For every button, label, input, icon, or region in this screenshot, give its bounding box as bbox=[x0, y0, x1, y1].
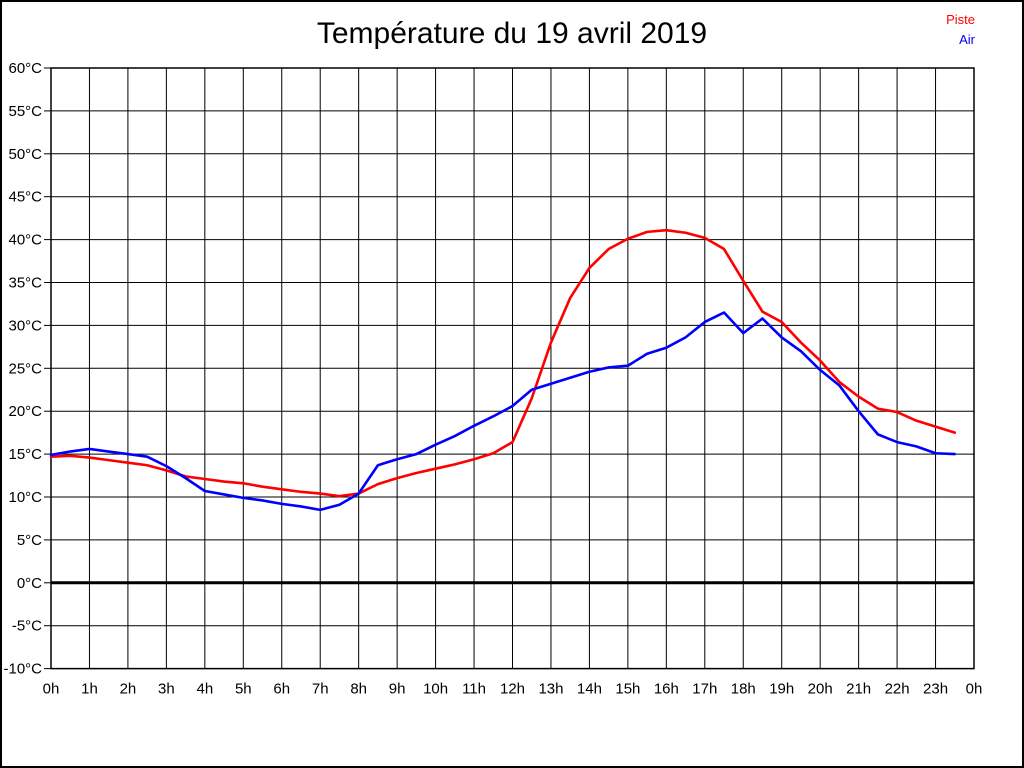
x-axis-label: 10h bbox=[423, 681, 448, 698]
x-axis-label: 4h bbox=[196, 681, 213, 698]
x-axis-label: 2h bbox=[120, 681, 137, 698]
x-axis-label: 23h bbox=[923, 681, 948, 698]
y-axis-label: 20°C bbox=[8, 403, 42, 420]
y-axis-label: 30°C bbox=[8, 317, 42, 334]
y-axis-label: 35°C bbox=[8, 275, 42, 292]
y-axis-label: 40°C bbox=[8, 232, 42, 249]
x-axis-label: 1h bbox=[81, 681, 98, 698]
series-line-air bbox=[49, 311, 957, 512]
y-axis-label: 15°C bbox=[8, 446, 42, 463]
y-axis-label: 60°C bbox=[8, 60, 42, 77]
x-axis-label: 14h bbox=[577, 681, 602, 698]
x-axis-label: 8h bbox=[350, 681, 367, 698]
x-axis-label: 13h bbox=[538, 681, 563, 698]
y-axis-label: 55°C bbox=[8, 103, 42, 120]
y-axis-label: 0°C bbox=[17, 575, 42, 592]
x-axis-label: 3h bbox=[158, 681, 175, 698]
y-axis-label: 10°C bbox=[8, 489, 42, 506]
x-axis-label: 19h bbox=[769, 681, 794, 698]
series-line-piste bbox=[49, 228, 957, 498]
legend-item-air: Air bbox=[959, 32, 975, 47]
x-axis-label: 21h bbox=[846, 681, 871, 698]
x-axis-label: 6h bbox=[273, 681, 290, 698]
x-axis-label: 0h bbox=[966, 681, 983, 698]
x-axis-label: 20h bbox=[808, 681, 833, 698]
x-axis-label: 18h bbox=[731, 681, 756, 698]
x-axis-label: 9h bbox=[389, 681, 406, 698]
x-axis-label: 0h bbox=[43, 681, 60, 698]
y-axis-label: 5°C bbox=[17, 532, 42, 549]
x-axis-label: 5h bbox=[235, 681, 252, 698]
y-axis-label: 45°C bbox=[8, 189, 42, 206]
legend: Piste Air bbox=[946, 12, 975, 47]
x-axis-label: 12h bbox=[500, 681, 525, 698]
x-axis-label: 17h bbox=[692, 681, 717, 698]
y-axis-label: -5°C bbox=[12, 618, 42, 635]
x-axis-label: 16h bbox=[654, 681, 679, 698]
x-axis-label: 7h bbox=[312, 681, 329, 698]
x-axis-label: 22h bbox=[885, 681, 910, 698]
chart-title: Température du 19 avril 2019 bbox=[316, 17, 708, 50]
y-axis-label: 25°C bbox=[8, 360, 42, 377]
plot-frame bbox=[50, 67, 975, 670]
y-axis-label: 50°C bbox=[8, 146, 42, 163]
y-axis-label: -10°C bbox=[3, 661, 42, 678]
legend-item-piste: Piste bbox=[946, 12, 975, 27]
x-axis-label: 11h bbox=[462, 681, 486, 698]
x-axis-label: 15h bbox=[615, 681, 640, 698]
